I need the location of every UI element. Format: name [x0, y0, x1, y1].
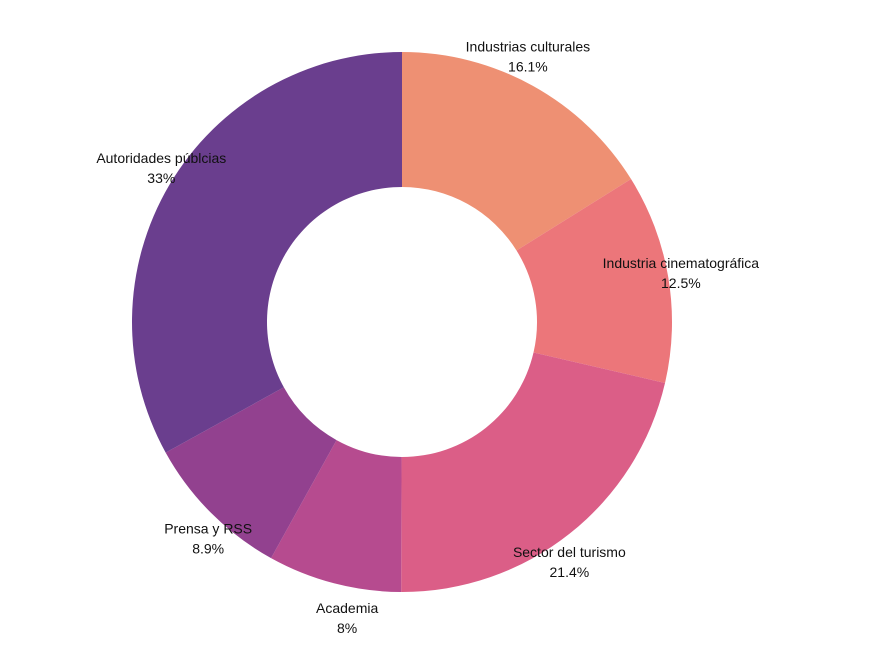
slice-industrias-culturales — [402, 52, 632, 251]
slice-value-label: 8.9% — [192, 540, 224, 556]
slice-prensa-y-rss — [165, 387, 337, 559]
slice-value-label: 16.1% — [508, 58, 548, 74]
donut-slices — [132, 52, 672, 592]
slice-name-label: Industrias culturales — [466, 38, 591, 54]
donut-labels: Industrias culturales 16.1% Industria cine… — [96, 38, 759, 636]
slice-value-label: 33% — [147, 170, 175, 186]
slice-label-academia: Academia 8% — [316, 600, 378, 636]
slice-value-label: 21.4% — [550, 564, 590, 580]
slice-value-label: 8% — [337, 620, 357, 636]
slice-autoridades-publcias — [132, 52, 402, 453]
slice-name-label: Prensa y RSS — [164, 520, 252, 536]
slice-label-prensa-y-rss: Prensa y RSS 8.9% — [164, 520, 252, 556]
slice-academia — [271, 440, 402, 592]
slice-label-industrias-culturales: Industrias culturales 16.1% — [466, 38, 591, 74]
slice-label-sector-del-turismo: Sector del turismo 21.4% — [513, 544, 626, 580]
slice-name-label: Industria cinematográfica — [603, 255, 760, 271]
slice-name-label: Academia — [316, 600, 378, 616]
slice-value-label: 12.5% — [661, 275, 701, 291]
slice-label-industria-cinematografica: Industria cinematográfica 12.5% — [603, 255, 760, 291]
slice-name-label: Sector del turismo — [513, 544, 626, 560]
slice-label-autoridades-publcias: Autoridades públcias 33% — [96, 150, 226, 186]
slice-industria-cinematografica — [516, 178, 672, 384]
slice-sector-del-turismo — [401, 352, 666, 592]
slice-name-label: Autoridades públcias — [96, 150, 226, 166]
